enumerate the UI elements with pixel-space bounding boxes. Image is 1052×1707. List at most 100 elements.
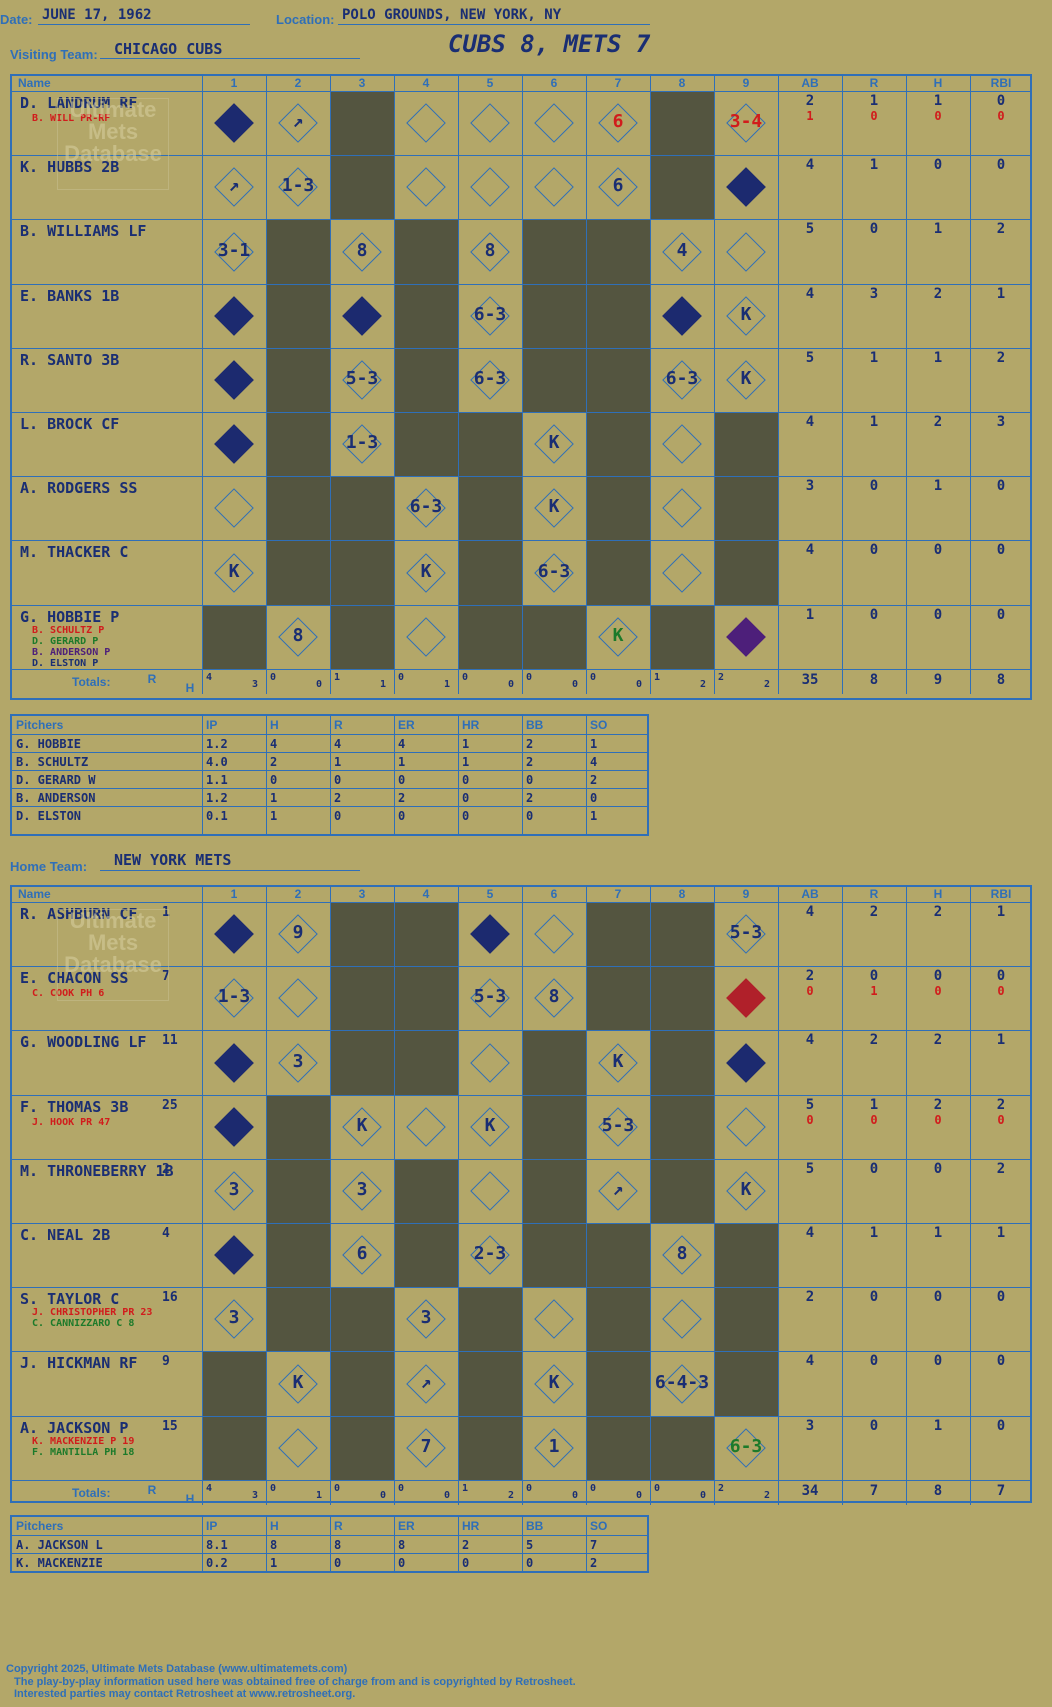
home-player-name: S. TAYLOR C (20, 1290, 120, 1309)
home-player-number: 16 (162, 1290, 178, 1306)
home-inactive-cell (714, 1223, 778, 1288)
visitor-col-header: RBI (990, 76, 1012, 90)
pitcher-stat: 2 (526, 755, 534, 769)
home-inactive-cell (330, 1415, 394, 1480)
home-stat-rbi: 1 (996, 904, 1006, 920)
home-inning-hits: 2 (764, 1489, 771, 1501)
home-stat-h: 0 (933, 968, 943, 985)
visitor-base-diamond (662, 552, 702, 593)
date-value: JUNE 17, 1962 (42, 7, 152, 23)
home-inactive-cell (522, 1158, 586, 1223)
pitcher-row-divider (12, 770, 647, 771)
home-stat-rbi: 1 (996, 1032, 1006, 1049)
visitor-col-divider (458, 76, 459, 694)
pitcher-col-header: ER (398, 1519, 415, 1533)
visitor-inning-runs: 0 (270, 671, 277, 683)
visitor-inning-hits: 0 (636, 678, 643, 690)
pitcher-stat: 2 (334, 791, 342, 805)
home-inactive-cell (202, 1415, 266, 1480)
pitcher-name: D. ELSTON (16, 809, 82, 823)
home-inactive-cell (330, 902, 394, 967)
visitor-totals-label: Totals: (72, 674, 111, 689)
pitcher-stat: 1 (590, 809, 598, 823)
pitcher-stat: 4 (590, 755, 598, 769)
home-inning-runs: 2 (718, 1482, 725, 1494)
home-play-mark: 3 (292, 1050, 304, 1072)
home-col-header: 1 (230, 887, 238, 901)
visitor-player-name: L. BROCK CF (20, 415, 120, 433)
pitcher-stat: 4 (398, 737, 406, 751)
pitcher-stat: 1 (270, 791, 278, 805)
home-inning-runs: 0 (398, 1482, 405, 1494)
visitor-inning-hits: 0 (572, 678, 579, 690)
home-stat-ab: 5 (805, 1160, 815, 1177)
home-inactive-cell (266, 1158, 330, 1223)
home-stat-r: 0 (869, 968, 879, 985)
home-stat-h: 1 (933, 1417, 943, 1434)
home-base-diamond (534, 914, 574, 954)
home-inactive-cell (522, 1094, 586, 1159)
visitor-col-divider (970, 76, 971, 694)
pitcher-col-divider (202, 1517, 203, 1571)
pitcher-col-header: H (270, 1519, 279, 1533)
home-row-divider (12, 1223, 1030, 1224)
home-sub-stat-ab: 0 (806, 984, 814, 999)
location-label: Location: (276, 12, 335, 27)
home-total-h: 8 (933, 1482, 943, 1499)
visitor-inactive-cell (266, 476, 330, 541)
pitcher-col-divider (586, 1517, 587, 1571)
home-col-header: 3 (358, 887, 366, 901)
visitor-play-mark: 6-3 (473, 367, 507, 389)
home-base-diamond (214, 1042, 254, 1083)
pitcher-stat: 0 (270, 773, 278, 787)
visitor-base-diamond (662, 488, 702, 529)
home-inactive-cell (650, 966, 714, 1031)
home-stat-rbi: 1 (996, 1225, 1006, 1241)
visitor-col-divider (714, 76, 715, 694)
home-player-name: C. NEAL 2B (20, 1226, 111, 1244)
home-inning-runs: 4 (206, 1482, 213, 1494)
home-player-name: J. HICKMAN RF (20, 1354, 138, 1373)
home-play-mark: K (740, 1178, 752, 1200)
visitor-inactive-cell (522, 604, 586, 669)
home-col-header: 8 (678, 887, 686, 901)
home-play-mark: 5-3 (601, 1114, 635, 1136)
visitor-stat-h: 0 (933, 606, 943, 623)
visitor-inning-hits: 1 (380, 678, 387, 690)
pitcher-stat: 0 (462, 809, 470, 823)
home-col-divider (778, 887, 779, 1505)
visitor-totals-h-label: H (185, 680, 195, 695)
visitor-inning-runs: 2 (718, 671, 725, 683)
pitcher-stat: 7 (590, 1538, 598, 1552)
pitcher-row-divider (12, 1535, 647, 1536)
visitor-stat-h: 2 (933, 285, 943, 302)
visitor-stat-r: 1 (869, 349, 879, 366)
pitcher-stat: 1.2 (206, 737, 228, 751)
visitor-inactive-cell (330, 476, 394, 541)
visitor-col-divider (330, 76, 331, 694)
pitcher-stat: 0 (398, 1556, 406, 1570)
home-player-name: M. THRONEBERRY 1B (20, 1161, 174, 1180)
home-watermark-logo: Ultimate Mets Database (57, 909, 169, 1001)
home-stat-rbi: 2 (996, 1096, 1006, 1113)
pitcher-stat: 2 (590, 773, 598, 787)
home-col-header: R (869, 887, 879, 901)
pitcher-stat: 0 (398, 809, 406, 823)
visitor-inning-runs: 0 (462, 671, 469, 683)
visitor-inactive-cell (714, 412, 778, 477)
home-base-diamond (214, 1106, 254, 1147)
pitcher-col-divider (266, 1517, 267, 1571)
home-value: NEW YORK METS (114, 851, 232, 869)
visitor-sub-player: D. ELSTON P (32, 657, 99, 669)
home-play-mark: 5-3 (729, 922, 763, 944)
visitor-col-header: 2 (294, 76, 302, 90)
visitor-row-divider (12, 219, 1030, 221)
visitor-play-mark: 4 (676, 239, 688, 261)
visitor-play-mark: K (420, 560, 432, 582)
home-col-header: 2 (294, 887, 302, 901)
visitor-inning-hits: 0 (316, 678, 323, 690)
home-stat-h: 0 (933, 1353, 943, 1370)
home-inning-hits: 3 (252, 1489, 259, 1501)
visitor-base-diamond (214, 488, 254, 529)
home-inning-hits: 0 (444, 1489, 451, 1501)
